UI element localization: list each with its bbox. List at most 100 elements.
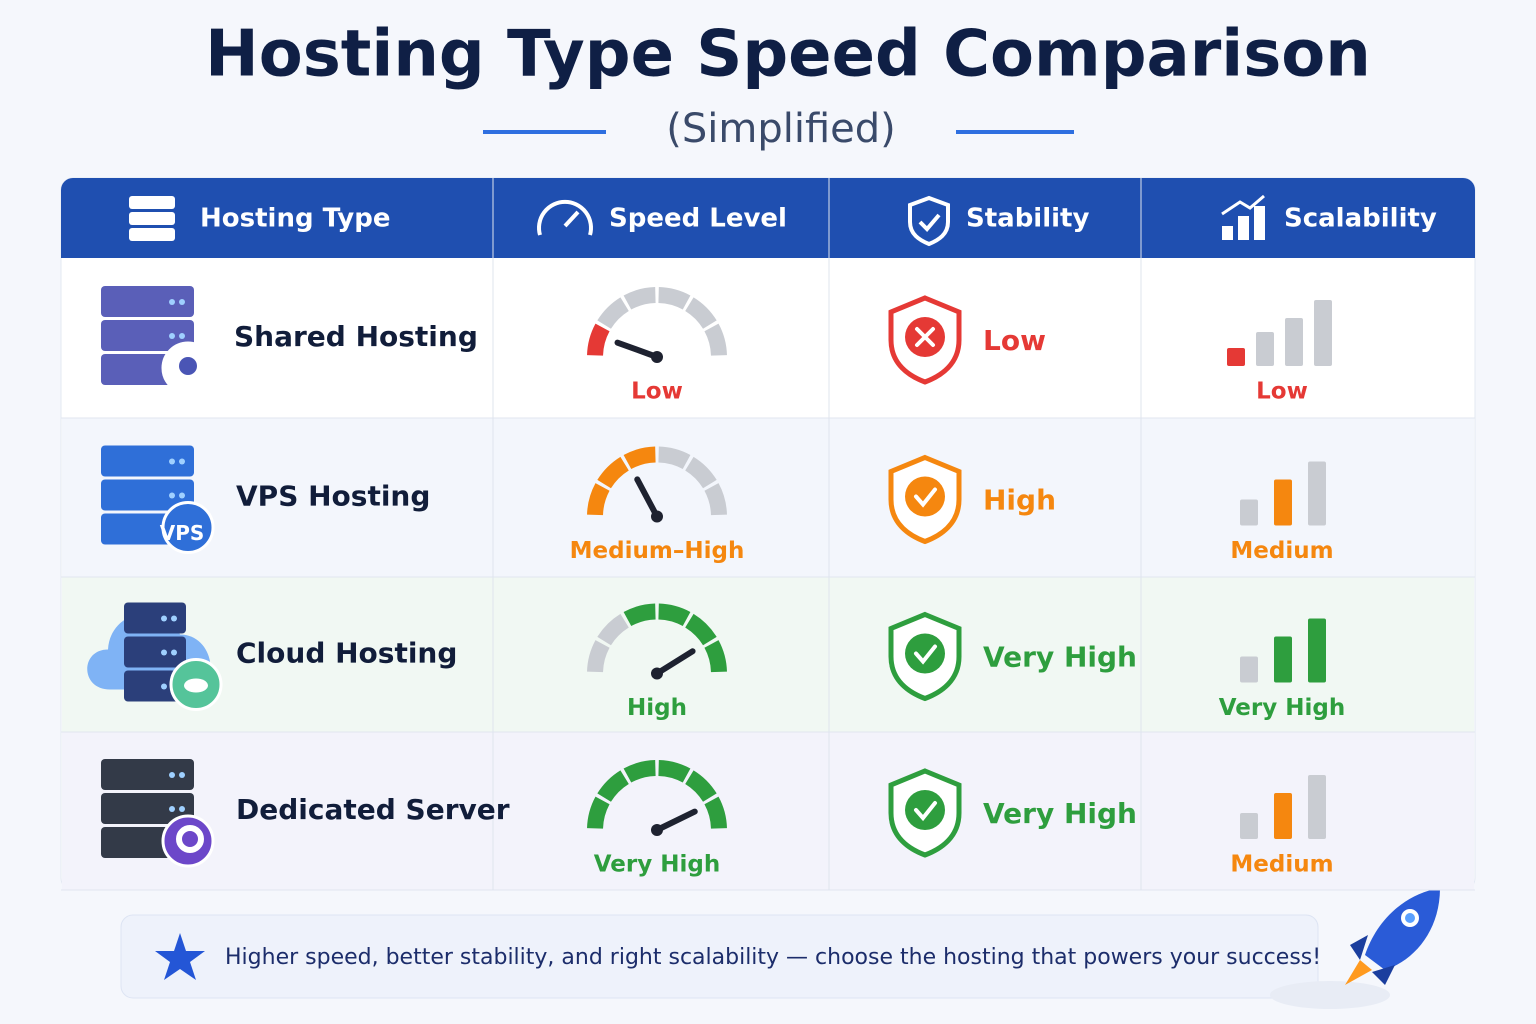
hosting-name: Shared Hosting [234, 320, 478, 353]
server-unit [101, 479, 194, 511]
hosting-name: Dedicated Server [236, 793, 510, 826]
header-icon [129, 212, 175, 225]
server-light [169, 458, 175, 465]
scalability-bar [1308, 461, 1326, 526]
rocket-icon [1270, 888, 1440, 1009]
speed-level: Medium–High [570, 538, 745, 564]
server-light [179, 333, 185, 339]
footer-note: Higher speed, better stability, and righ… [225, 945, 1321, 970]
server-light [179, 458, 185, 465]
hosting-name: VPS Hosting [236, 480, 430, 513]
stability-level: Low [983, 324, 1046, 357]
gauge-hub [651, 667, 663, 680]
gauge-segment [685, 456, 717, 489]
scalability-bar [1256, 332, 1274, 366]
shield-mark [914, 801, 937, 822]
column-header: Stability [966, 204, 1089, 234]
column-header: Speed Level [609, 204, 787, 234]
gauge-segment [587, 796, 610, 829]
stability-level: Very High [983, 797, 1137, 830]
speed-level: High [627, 695, 687, 721]
server-light [169, 806, 175, 812]
scalability-bar [1227, 348, 1245, 366]
shield-core [905, 476, 945, 517]
gauge-segment [704, 796, 727, 829]
gauge-segment [587, 323, 610, 356]
gauge-segment [597, 613, 629, 646]
scalability-bar [1285, 318, 1303, 366]
gauge-segment [704, 483, 727, 516]
header-icon [918, 213, 941, 232]
shield-core [905, 790, 945, 830]
icon-badge [161, 814, 215, 868]
server-unit [101, 759, 194, 790]
footer-box [120, 914, 1319, 999]
hosting-icon [101, 759, 215, 868]
server-light [179, 299, 185, 305]
scalability-bar [1240, 813, 1258, 839]
column-header: Hosting Type [200, 204, 390, 234]
scalability-level: Medium [1230, 538, 1333, 564]
scalability-bar [1274, 793, 1292, 839]
gauge-segment [623, 446, 656, 470]
scalability-level: Very High [1219, 695, 1345, 721]
gauge-needle [654, 648, 696, 677]
hosting-icon [101, 286, 215, 395]
row-background [62, 577, 1474, 732]
server-light [169, 492, 175, 499]
stability-level: High [983, 484, 1056, 517]
gauge-segment [587, 483, 610, 516]
header-icon [1254, 206, 1265, 240]
server-light [169, 299, 175, 305]
badge-glyph [176, 825, 204, 853]
scalability-bar [1274, 636, 1292, 683]
icon-badge-label: VPS [160, 521, 205, 545]
star-icon [155, 933, 205, 980]
icon-badge [161, 501, 215, 554]
row-background [62, 258, 1474, 418]
scalability-bar [1308, 775, 1326, 839]
stability-level: Very High [983, 641, 1137, 674]
server-unit [124, 602, 186, 634]
gauge-needle [614, 339, 660, 360]
subtitle: (Simplified) [666, 106, 896, 152]
table-header [61, 178, 1475, 258]
gauge-segment [658, 287, 691, 310]
server-light [161, 615, 167, 622]
server-light [179, 492, 185, 499]
server-light [161, 683, 167, 690]
scalability-bar [1274, 479, 1292, 526]
gauge-needle [634, 476, 660, 520]
row-background [62, 732, 1474, 890]
badge-glyph [179, 357, 197, 375]
gauge-segment [597, 297, 629, 329]
shield-mark [915, 327, 935, 347]
gauge-segment [623, 603, 656, 627]
server-light [171, 615, 177, 622]
scalability-level: Low [1256, 379, 1308, 405]
gauge-hub [651, 824, 663, 836]
gauge-hub [651, 510, 663, 523]
server-light [169, 333, 175, 339]
shield-mark [914, 487, 937, 508]
gauge-segment [597, 770, 629, 802]
header-icon [908, 195, 950, 247]
hosting-icon: VPS [101, 445, 215, 554]
gauge-segment [658, 760, 691, 783]
row-background [62, 418, 1474, 577]
scalability-bar [1308, 618, 1326, 683]
gauge-segment [658, 446, 691, 470]
header-icon [563, 210, 580, 228]
gauge-segment [704, 640, 727, 673]
server-light [161, 649, 167, 656]
header-icon [129, 196, 175, 209]
server-light [179, 772, 185, 778]
hosting-icon [87, 602, 223, 711]
gauge-segment [658, 603, 691, 627]
server-unit [101, 286, 194, 317]
header-icon [1221, 194, 1265, 216]
gauge-segment [597, 456, 629, 489]
gauge-needle [654, 808, 698, 833]
server-unit [101, 445, 194, 477]
